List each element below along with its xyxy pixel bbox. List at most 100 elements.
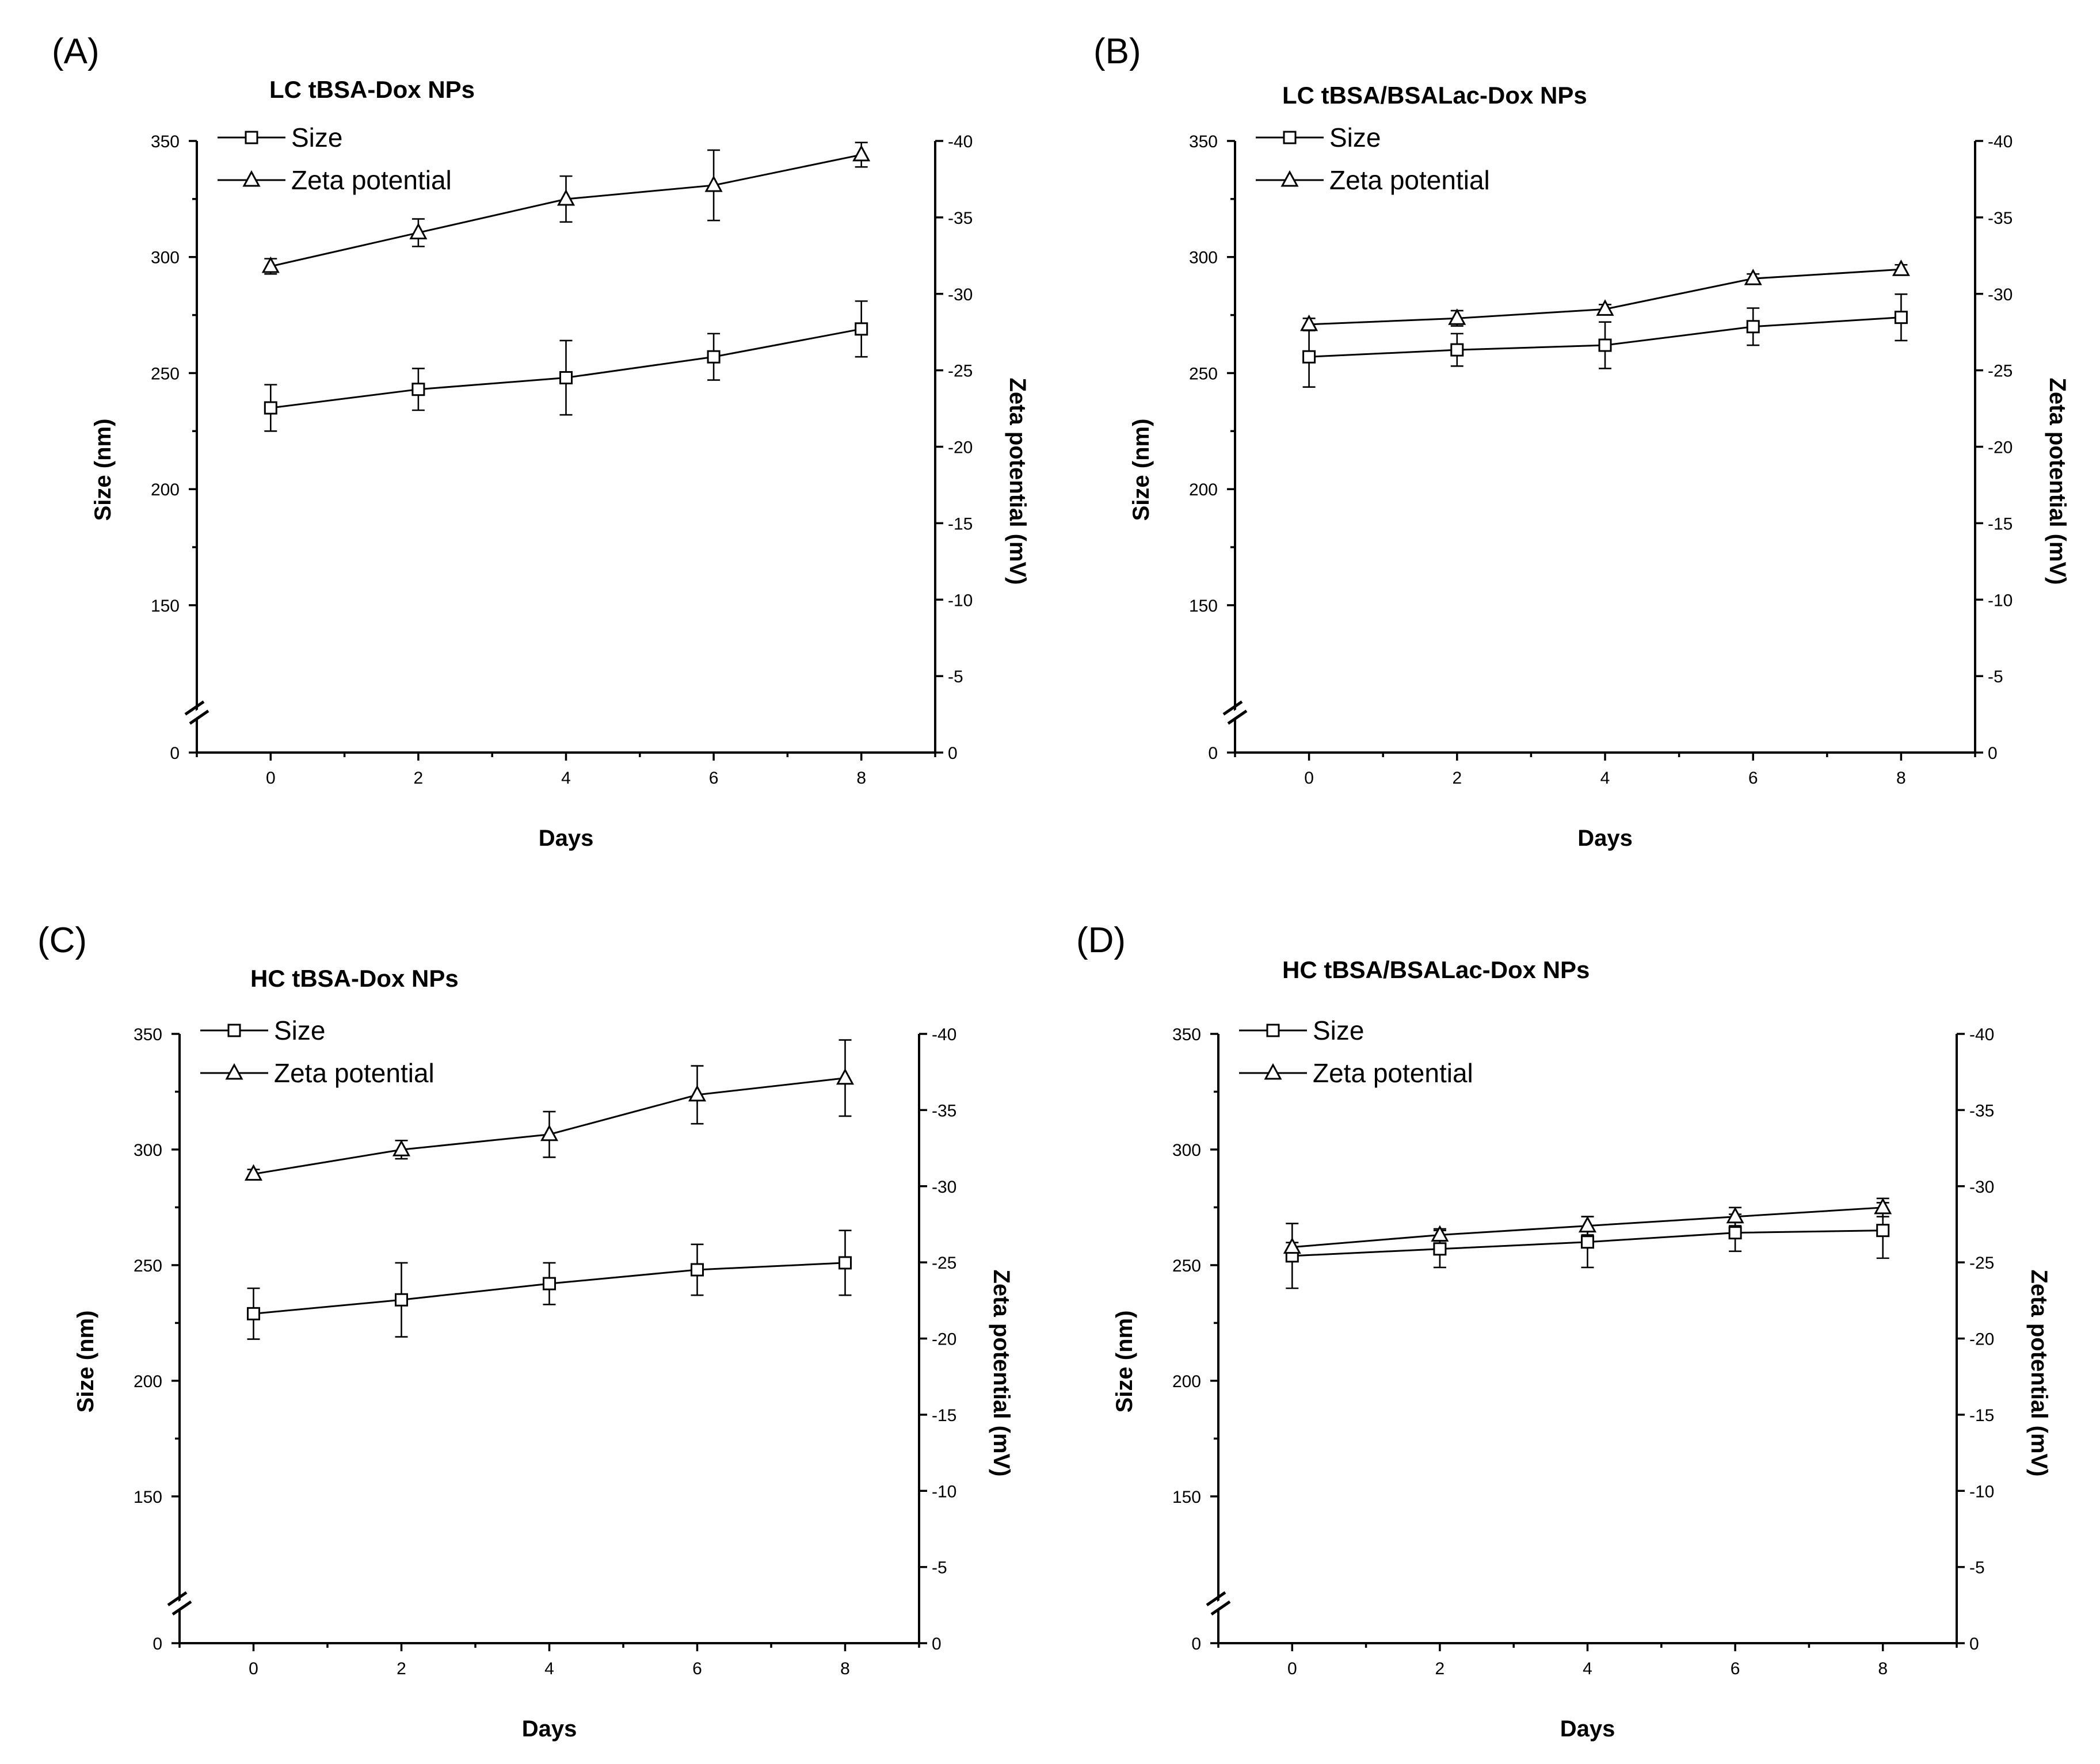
data-point-size (411, 383, 425, 396)
y-tick-label: 250 (1189, 364, 1218, 383)
x-tick-label: 8 (856, 769, 866, 788)
data-point-size (1598, 338, 1612, 352)
axis-break-mark (184, 700, 205, 716)
y2-tick-label: -40 (1969, 1025, 1994, 1044)
x-tick-label: 0 (266, 769, 276, 788)
chart-title: HC tBSA-Dox NPs (250, 965, 459, 992)
y2-tick-label: -35 (932, 1101, 956, 1120)
x-tick-label: 8 (840, 1659, 850, 1678)
axis-break-mark (1227, 709, 1248, 725)
data-point-size (395, 1293, 408, 1307)
data-point-size (559, 371, 573, 385)
y2-axis-title: Zeta potential (mV) (2045, 377, 2070, 585)
data-point-zeta (540, 1124, 559, 1141)
data-point-zeta (557, 189, 576, 206)
y2-tick-label: -5 (932, 1559, 947, 1578)
data-point-size (543, 1277, 556, 1290)
data-point-zeta (1300, 314, 1318, 331)
x-tick-label: 6 (1731, 1659, 1740, 1678)
y2-tick-label: -30 (1969, 1178, 1994, 1197)
y-axis-title: Size (nm) (90, 419, 116, 521)
y2-tick-label: -25 (1969, 1254, 1994, 1273)
chart-title: HC tBSA/BSALac-Dox NPs (1282, 956, 1590, 983)
chart-panel: (B)LC tBSA/BSALac-Dox NPs015020025030035… (1093, 32, 2070, 851)
y2-tick-label: -25 (948, 362, 973, 381)
legend-marker-size (227, 1024, 241, 1037)
x-tick-label: 6 (1748, 769, 1758, 788)
y2-tick-label: -30 (948, 285, 973, 304)
y-tick-label: 250 (1172, 1257, 1201, 1276)
data-point-size (1450, 343, 1464, 357)
y2-tick-label: -10 (1969, 1482, 1994, 1501)
y2-tick-label: -40 (948, 132, 973, 151)
legend-label: Size (1329, 123, 1381, 152)
y2-tick-label: -30 (1988, 285, 2013, 304)
y2-tick-label: -20 (1988, 438, 2013, 457)
legend-marker-zeta (225, 1063, 243, 1080)
axis-break-gap (185, 705, 208, 723)
legend-marker-zeta (1280, 170, 1299, 187)
y-tick-label: 350 (151, 132, 180, 151)
y-tick-label: 300 (134, 1141, 162, 1160)
data-point-size (1728, 1226, 1742, 1240)
data-point-size (707, 350, 721, 364)
y2-tick-label: 0 (1969, 1635, 1979, 1654)
axis-break-mark (167, 1591, 188, 1606)
y-tick-label: 300 (151, 249, 180, 268)
panel-label: (B) (1093, 32, 1141, 71)
legend-label: Zeta potential (291, 165, 452, 195)
chart-panel: (D)HC tBSA/BSALac-Dox NPs015020025030035… (1076, 921, 2052, 1742)
chart-panel: (A) LC tBSA-Dox NPs 0 150 200 250 300 350 0 -5 -10… (52, 32, 1030, 851)
data-point-zeta (1283, 1237, 1301, 1254)
y-tick-label: 250 (134, 1257, 162, 1276)
y2-tick-label: -10 (948, 591, 973, 610)
y2-tick-label: -25 (932, 1254, 956, 1273)
y2-tick-label: 0 (1988, 744, 1998, 763)
data-point-size (247, 1307, 260, 1320)
y2-tick-label: -35 (948, 209, 973, 228)
legend-marker-zeta (1264, 1063, 1282, 1080)
x-tick-label: 0 (1287, 1659, 1297, 1678)
y2-tick-label: -35 (1988, 209, 2013, 228)
data-point-zeta (1744, 269, 1762, 285)
legend-marker-zeta (242, 170, 261, 187)
panel-label: (A) (52, 32, 100, 71)
y-tick-label: 200 (134, 1372, 162, 1391)
y-tick-label: 0 (170, 744, 180, 763)
data-point-zeta (1448, 308, 1466, 325)
y2-tick-label: -15 (932, 1406, 956, 1425)
axis-break-gap (1224, 705, 1247, 723)
y2-tick-label: -15 (1988, 514, 2013, 533)
y-tick-label: 200 (151, 480, 180, 499)
y2-axis-title: Zeta potential (mV) (1005, 377, 1030, 585)
x-tick-label: 8 (1896, 769, 1906, 788)
y-tick-label: 350 (134, 1025, 162, 1044)
panel-label: (D) (1076, 921, 1126, 960)
y2-tick-label: -20 (948, 438, 973, 457)
y2-tick-label: -5 (948, 667, 963, 686)
y-tick-label: 0 (153, 1635, 162, 1654)
y-tick-label: 150 (1189, 597, 1218, 616)
x-tick-label: 8 (1878, 1659, 1888, 1678)
data-point-zeta (1578, 1216, 1597, 1233)
data-point-size (691, 1263, 704, 1277)
data-point-zeta (1431, 1225, 1449, 1242)
legend-marker-size (1266, 1024, 1280, 1037)
x-tick-label: 6 (692, 1659, 702, 1678)
data-point-size (1581, 1235, 1594, 1249)
y-tick-label: 250 (151, 364, 180, 383)
x-axis-title: Days (1577, 826, 1633, 851)
y2-tick-label: 0 (932, 1635, 942, 1654)
legend-marker-size (1283, 131, 1297, 144)
y2-tick-label: -20 (932, 1330, 956, 1349)
legend-label: Size (291, 123, 342, 152)
x-tick-label: 4 (1600, 769, 1610, 788)
x-tick-label: 2 (1452, 769, 1462, 788)
data-point-zeta (392, 1140, 411, 1156)
y-tick-label: 0 (1191, 1635, 1201, 1654)
y-tick-label: 0 (1208, 744, 1218, 763)
y2-tick-label: -10 (1988, 591, 2013, 610)
x-tick-label: 0 (249, 1659, 258, 1678)
panel-label: (C) (37, 921, 87, 960)
